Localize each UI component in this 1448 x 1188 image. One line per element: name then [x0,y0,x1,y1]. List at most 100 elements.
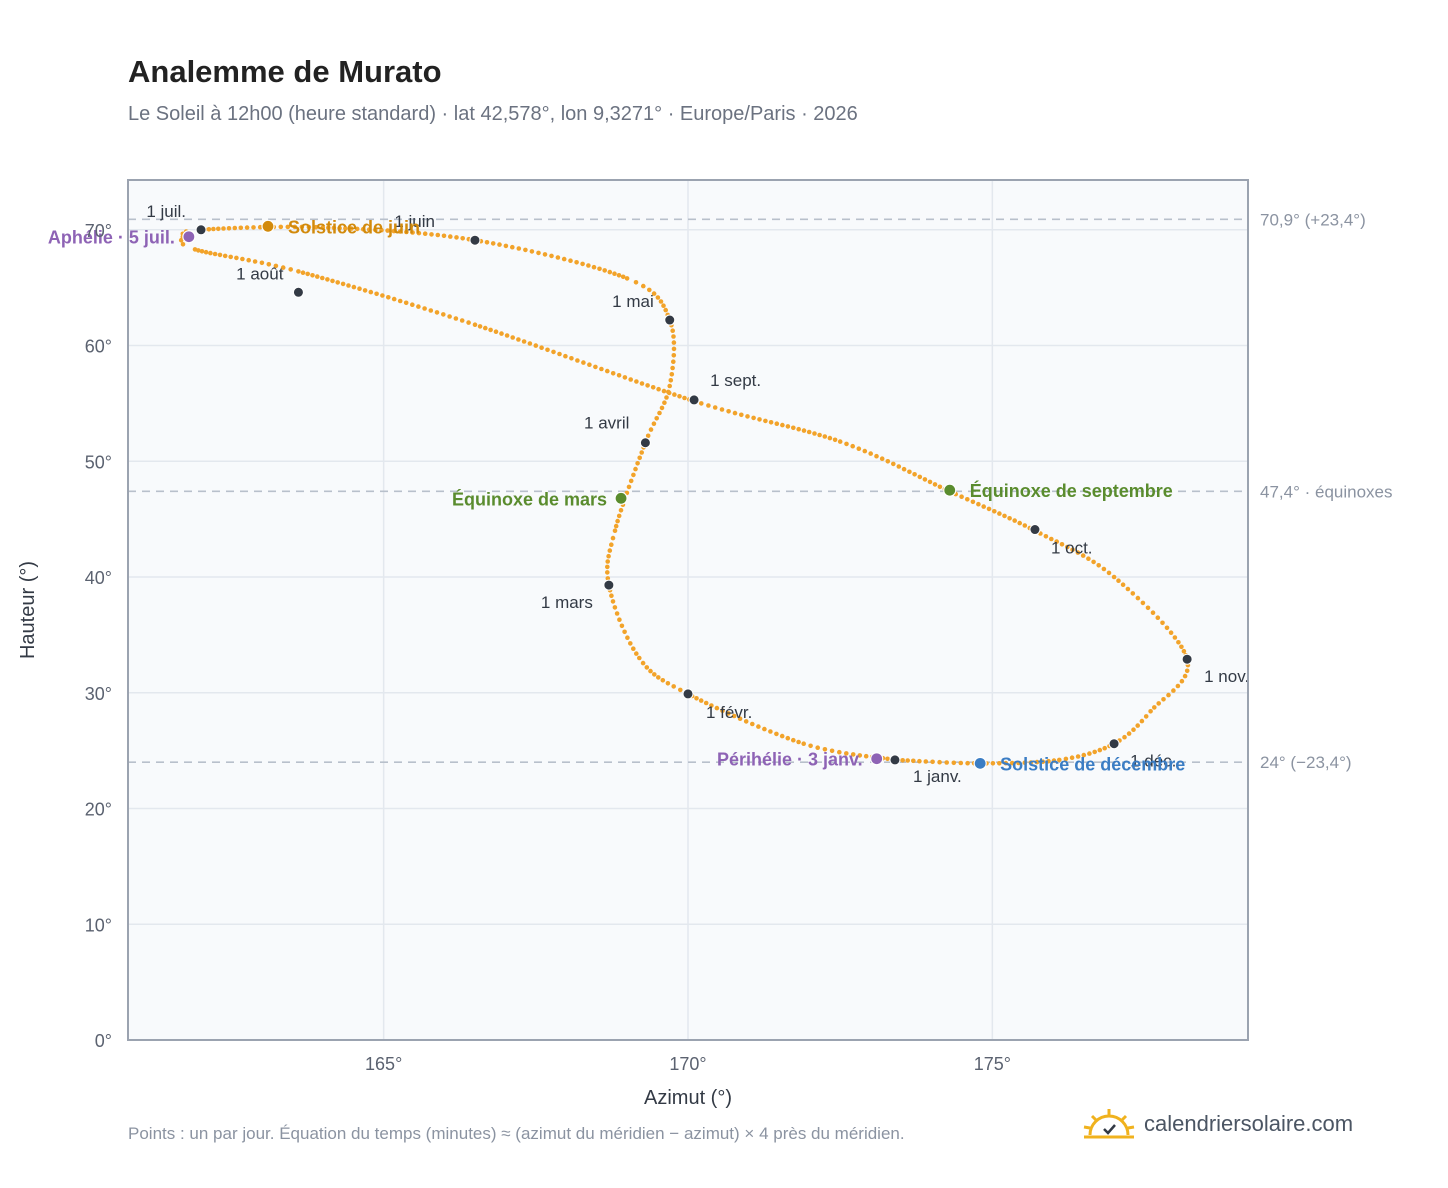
brand[interactable]: calendriersolaire.com [1082,1104,1353,1144]
daily-sun-point [1179,678,1185,684]
daily-sun-point [927,479,933,485]
daily-sun-point [1139,718,1145,724]
daily-sun-point [671,359,676,365]
daily-sun-point [1172,635,1178,640]
daily-sun-point [1166,692,1171,698]
daily-sun-point [671,346,677,352]
daily-sun-point [625,635,630,640]
daily-sun-point [671,684,676,689]
daily-sun-point [429,232,434,237]
daily-sun-point [1116,578,1121,583]
daily-sun-point [196,248,201,253]
daily-sun-point [362,288,368,293]
month-marker [1181,653,1193,665]
daily-sun-point [639,450,644,455]
daily-sun-point [477,324,483,329]
daily-sun-point [739,412,744,418]
daily-sun-point [217,252,223,258]
daily-sun-point [648,668,653,674]
daily-sun-point [937,759,942,765]
daily-sun-point [606,553,611,559]
daily-sun-point [1034,759,1040,765]
daily-sun-point [651,291,657,296]
daily-sun-point [817,432,822,438]
y-tick-label: 70° [85,221,112,241]
daily-sun-point [259,260,265,266]
daily-sun-point [662,400,667,406]
daily-sun-point [484,240,490,245]
month-marker [195,224,207,236]
daily-sun-point [726,409,731,414]
daily-sun-point [745,414,750,419]
daily-sun-point [1007,516,1012,521]
event-marker [261,219,275,233]
daily-sun-point [238,225,244,231]
daily-sun-point [801,741,806,746]
daily-sun-point [832,437,838,443]
daily-sun-point [1080,553,1086,558]
daily-sun-point [246,257,251,263]
daily-sun-point [466,320,471,325]
daily-sun-point [917,474,923,480]
month-marker [292,286,304,298]
daily-sun-point [605,570,610,575]
daily-sun-point [516,337,521,342]
daily-sun-point [648,427,654,432]
daily-sun-point [822,747,828,752]
daily-sun-point [1143,714,1149,719]
daily-sun-point [609,542,614,547]
daily-sun-point [379,227,384,233]
daily-sun-point [651,421,657,427]
daily-sun-point [278,224,284,230]
daily-sun-point [599,366,604,372]
daily-sun-point [661,303,666,309]
daily-sun-point [575,358,580,363]
daily-sun-point [212,251,218,257]
daily-sun-point [257,224,263,230]
month-marker [603,579,615,591]
daily-sun-point [874,453,879,459]
daily-sun-point [1016,760,1021,766]
daily-sun-point [879,456,885,462]
daily-sun-point [1168,630,1174,635]
event-label: Périhélie · 3 janv. [717,750,863,770]
daily-sun-point [266,262,272,267]
daily-sun-point [628,641,633,646]
daily-sun-point [1086,556,1091,561]
month-marker-label: 1 juil. [146,202,186,221]
daily-sun-point [605,576,611,581]
daily-sun-point [622,375,628,380]
daily-sun-point [1156,701,1161,706]
daily-sun-point [1012,518,1017,523]
daily-sun-point [523,247,528,253]
daily-sun-point [768,729,773,734]
daily-sun-point [720,708,725,713]
daily-sun-point [750,721,755,727]
daily-sun-point [992,509,997,514]
reference-line-label: 24° (−23,4°) [1260,753,1352,772]
month-marker-label: 1 oct. [1051,539,1093,558]
daily-sun-point [637,655,642,661]
x-tick-label: 165° [365,1054,402,1074]
daily-sun-point [791,737,796,743]
sun-logo-icon [1083,1109,1135,1139]
daily-sun-point [542,252,548,257]
daily-sun-point [905,758,910,763]
daily-sun-point [448,234,453,239]
daily-sun-point [488,327,493,333]
daily-sun-point [997,511,1002,516]
daily-sun-point [891,461,896,467]
daily-sun-point [416,230,422,236]
daily-sun-point [610,371,616,376]
daily-sun-point [587,362,592,368]
daily-sun-point [557,351,562,357]
daily-sun-point [211,226,216,232]
daily-sun-point [325,277,330,282]
daily-sun-point [180,242,186,247]
chart-subtitle: Le Soleil à 12h00 (heure standard) · lat… [128,103,858,125]
daily-sun-point [631,472,636,478]
daily-sun-point [670,365,675,371]
daily-sun-point [907,469,912,475]
daily-sun-point [785,735,791,741]
daily-sun-point [808,743,813,749]
